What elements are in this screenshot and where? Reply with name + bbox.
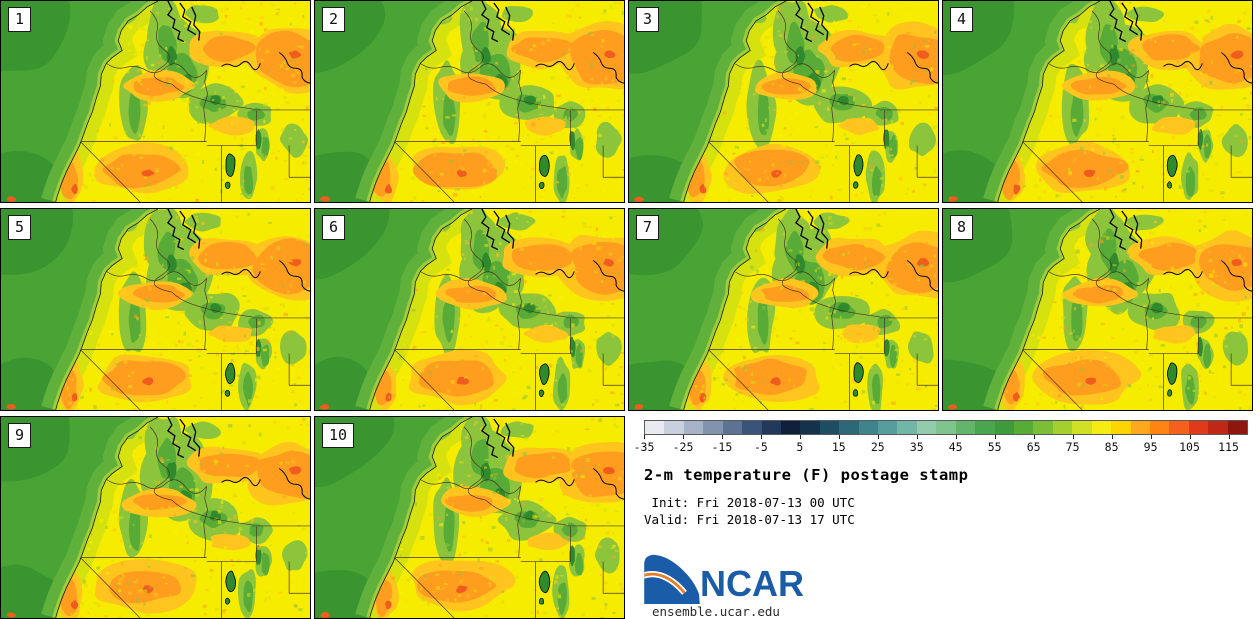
ensemble-member-panel-4: 4 [942, 0, 1253, 203]
colorbar-tickmark [683, 435, 684, 439]
colorbar-tick-label: 5 [796, 440, 804, 454]
colorbar-segment [955, 421, 976, 434]
colorbar-segment [1208, 421, 1228, 434]
ncar-logo: NCAR [644, 554, 894, 604]
ensemble-url: ensemble.ucar.edu [652, 604, 780, 619]
panel-number-badge: 6 [322, 215, 346, 240]
colorbar-segment [645, 421, 665, 434]
panel-number-badge: 3 [636, 7, 660, 32]
colorbar-segment [1072, 421, 1092, 434]
panel-number-badge: 5 [8, 215, 32, 240]
colorbar-segment [839, 421, 859, 434]
colorbar-tickmark [877, 435, 879, 439]
plot-title: 2-m temperature (F) postage stamp [644, 466, 969, 484]
ensemble-member-panel-7: 7 [628, 208, 939, 411]
colorbar-tick-label: 45 [948, 440, 963, 454]
colorbar-tick-label: 15 [831, 440, 846, 454]
colorbar-segment [1033, 421, 1053, 434]
colorbar-segment [1169, 421, 1189, 434]
colorbar-tickmark [1228, 435, 1230, 439]
ensemble-member-panel-8: 8 [942, 208, 1253, 411]
colorbar-tickmark [1150, 435, 1152, 439]
ensemble-member-panel-3: 3 [628, 0, 939, 203]
colorbar-tickmark [644, 435, 645, 439]
colorbar-tick-label: 75 [1065, 440, 1080, 454]
colorbar-segment [1052, 421, 1073, 434]
colorbar-tick-label: 85 [1104, 440, 1119, 454]
colorbar-segment [664, 421, 684, 434]
ensemble-member-panel-9: 9 [0, 416, 311, 619]
colorbar-segment [1149, 421, 1170, 434]
colorbar-segment [897, 421, 917, 434]
colorbar-segment [975, 421, 995, 434]
init-valid-times: Init: Fri 2018-07-13 00 UTC Valid: Fri 20… [644, 495, 855, 529]
legend-block: -35 -25 -15 -5 5 15 25 35 45 55 65 75 85 95 105 115 2-m… [628, 416, 1253, 619]
colorbar-segment [858, 421, 879, 434]
panel-number-badge: 1 [8, 7, 32, 32]
panel-number-badge: 2 [322, 7, 346, 32]
colorbar-tickmark [1111, 435, 1113, 439]
colorbar-segment [800, 421, 820, 434]
colorbar-tick-label: 25 [870, 440, 885, 454]
ncar-swoosh-icon [644, 554, 700, 604]
colorbar-tickmark [1189, 435, 1191, 439]
colorbar-tickmark [955, 435, 957, 439]
colorbar-segment [1130, 421, 1150, 434]
init-time: Init: Fri 2018-07-13 00 UTC [644, 495, 855, 510]
colorbar-tick-label: -5 [753, 440, 768, 454]
ensemble-member-panel-2: 2 [314, 0, 625, 203]
ensemble-member-panel-6: 6 [314, 208, 625, 411]
colorbar-tick-label: -15 [711, 440, 733, 454]
colorbar-tickmark [721, 435, 723, 439]
temperature-colorbar [644, 420, 1248, 435]
colorbar-tickmark [994, 435, 996, 439]
colorbar-segment [703, 421, 723, 434]
colorbar-tickmark [916, 435, 918, 439]
colorbar-tickmark [799, 435, 801, 439]
colorbar-segment [936, 421, 956, 434]
colorbar-tick-label: 65 [1026, 440, 1041, 454]
colorbar-tick-label: 95 [1143, 440, 1158, 454]
colorbar-segment [1091, 421, 1112, 434]
colorbar-segment [683, 421, 704, 434]
colorbar-segment [722, 421, 743, 434]
colorbar-tickmark [838, 435, 840, 439]
colorbar-segment [1014, 421, 1034, 434]
colorbar-tick-label: 55 [987, 440, 1002, 454]
colorbar-segment [994, 421, 1015, 434]
panel-number-badge: 4 [950, 7, 974, 32]
colorbar-tickmark [760, 435, 762, 439]
ncar-logo-text: NCAR [700, 563, 804, 604]
colorbar-segment [742, 421, 762, 434]
colorbar-tick-label: 35 [909, 440, 924, 454]
ensemble-member-panel-5: 5 [0, 208, 311, 411]
colorbar-segment [878, 421, 898, 434]
colorbar-tickmark [1072, 435, 1074, 439]
colorbar-tick-label: 105 [1179, 440, 1200, 454]
colorbar-tick-label: -35 [633, 440, 655, 454]
panel-number-badge: 7 [636, 215, 660, 240]
colorbar-segment [780, 421, 801, 434]
colorbar-segment [1111, 421, 1131, 434]
colorbar-tick-label: 115 [1218, 440, 1239, 454]
colorbar-segment [761, 421, 781, 434]
panel-number-badge: 8 [950, 215, 974, 240]
panel-number-badge: 9 [8, 423, 32, 448]
colorbar-segment [1227, 421, 1248, 434]
panel-number-badge: 10 [322, 423, 355, 448]
colorbar-segment [1188, 421, 1209, 434]
ensemble-member-panel-10: 10 [314, 416, 625, 619]
valid-time: Valid: Fri 2018-07-13 17 UTC [644, 511, 855, 527]
colorbar-tickmark [1033, 435, 1035, 439]
colorbar-tick-label: -25 [672, 440, 694, 454]
colorbar-segment [819, 421, 840, 434]
ensemble-member-panel-1: 1 [0, 0, 311, 203]
colorbar-segment [916, 421, 937, 434]
